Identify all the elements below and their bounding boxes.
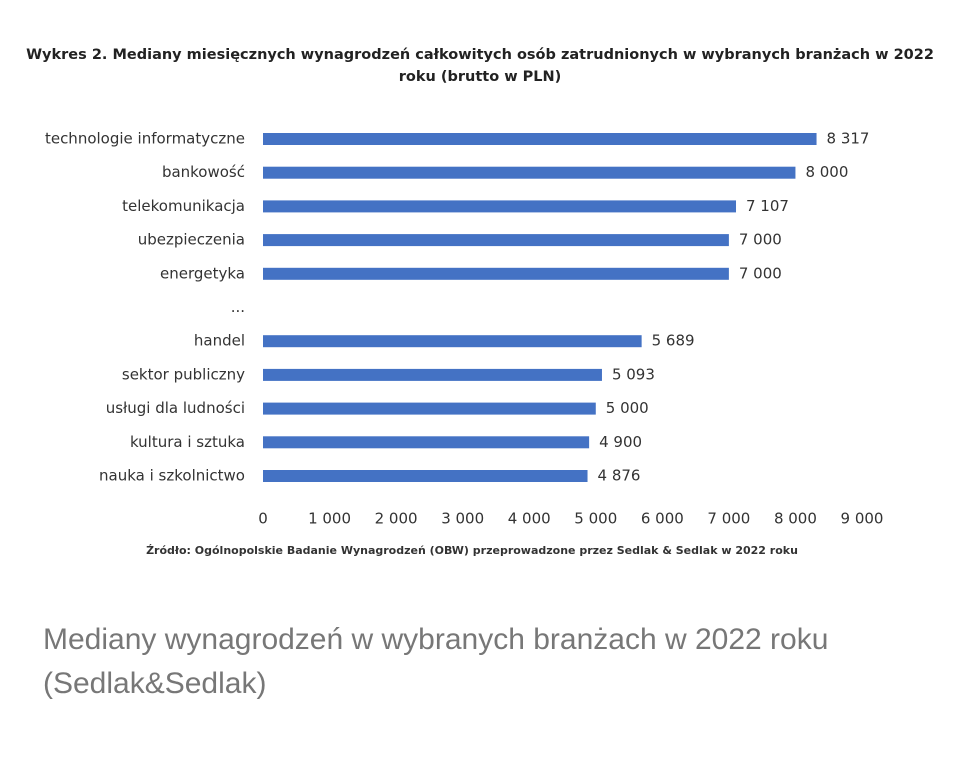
chart: 0 1 000 2 000 3 000 4 000 5 000 6 000 7 000 8 00… <box>45 130 884 528</box>
y-tick-label: sektor publiczny <box>122 365 245 383</box>
y-tick-label: telekomunikacja <box>122 197 245 215</box>
data-label: 8 000 <box>805 163 848 181</box>
bar <box>263 402 596 415</box>
data-label: 5 093 <box>612 365 655 383</box>
x-tick-label: 2 000 <box>375 510 418 528</box>
data-label: 8 317 <box>827 130 870 148</box>
y-tick-label: ubezpieczenia <box>138 231 245 249</box>
bar <box>263 335 642 348</box>
data-label: 4 900 <box>599 433 642 451</box>
bar <box>263 133 817 145</box>
y-tick-label: kultura i sztuka <box>130 433 245 451</box>
x-tick-label: 1 000 <box>308 510 351 528</box>
bar <box>263 267 729 280</box>
y-tick-label: bankowość <box>162 163 245 181</box>
data-label: 7 000 <box>739 264 782 282</box>
chart-title: Wykres 2. Mediany miesięcznych wynagrodz… <box>26 47 934 85</box>
y-tick-label: energetyka <box>160 264 245 282</box>
data-label: 5 689 <box>652 332 695 350</box>
x-tick-label: 9 000 <box>841 510 884 528</box>
y-tick-label: nauka i szkolnictwo <box>99 467 245 485</box>
x-tick-label: 5 000 <box>574 510 617 528</box>
caption: Mediany wynagrodzeń w wybranych branżach… <box>43 623 829 700</box>
x-tick-label: 4 000 <box>508 510 551 528</box>
source-note: Źródło: Ogólnopolskie Badanie Wynagrodze… <box>146 544 798 557</box>
x-tick-label: 7 000 <box>707 510 750 528</box>
bar <box>263 234 729 247</box>
x-tick-label: 0 <box>258 510 268 528</box>
bar <box>263 436 590 449</box>
y-tick-label: usługi dla ludności <box>106 399 245 417</box>
data-label: 5 000 <box>606 399 649 417</box>
data-label: 7 107 <box>746 197 789 215</box>
x-tick-label: 3 000 <box>441 510 484 528</box>
y-tick-label: handel <box>194 332 245 350</box>
bar <box>263 166 796 179</box>
bar <box>263 470 588 482</box>
bar <box>263 368 602 381</box>
y-tick-label: ... <box>231 298 245 316</box>
data-label: 7 000 <box>739 231 782 249</box>
x-tick-label: 8 000 <box>774 510 817 528</box>
data-label: 4 876 <box>598 467 641 485</box>
y-tick-label: technologie informatyczne <box>45 130 245 148</box>
x-tick-label: 6 000 <box>641 510 684 528</box>
bar <box>263 200 737 213</box>
